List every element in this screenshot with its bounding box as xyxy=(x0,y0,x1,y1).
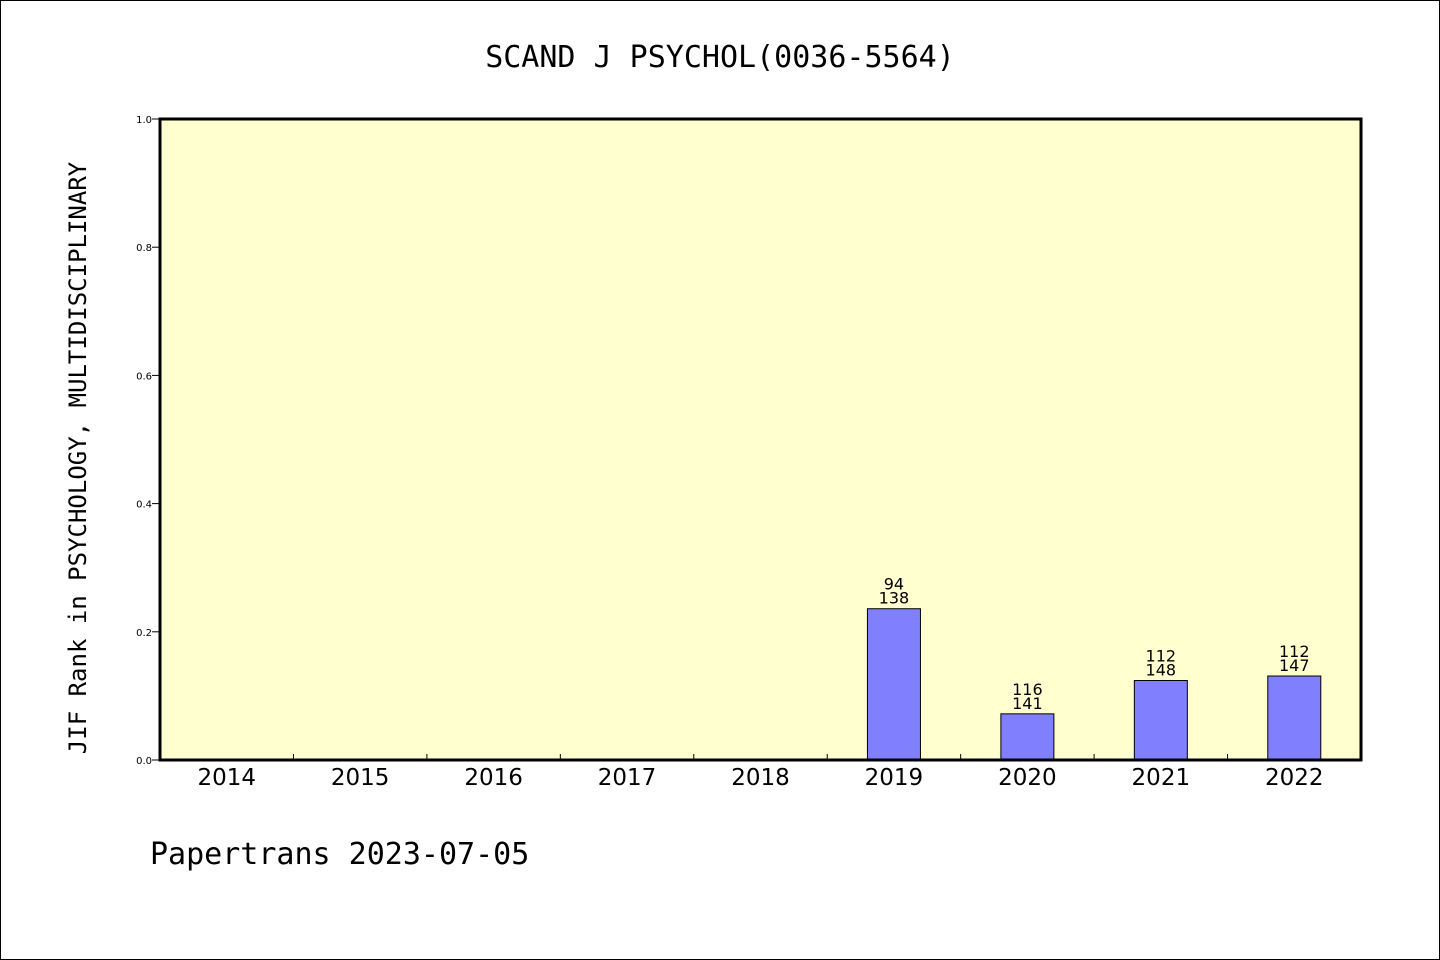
x-tick-label: 2018 xyxy=(731,765,790,791)
bar-rank-label: 94 xyxy=(884,575,904,594)
x-tick-label: 2016 xyxy=(464,765,523,791)
bar-total-label: 148 xyxy=(1146,661,1177,680)
y-tick-label: 0.4 xyxy=(136,500,152,511)
y-tick-label: 1.0 xyxy=(136,115,152,126)
x-tick-label: 2015 xyxy=(331,765,390,791)
bar-total-label: 141 xyxy=(1012,694,1043,713)
x-tick-label: 2022 xyxy=(1265,765,1324,791)
y-tick-label: 0.6 xyxy=(136,371,152,382)
x-tick-label: 2017 xyxy=(598,765,657,791)
x-tick-label: 2014 xyxy=(197,765,256,791)
y-tick-label: 0.2 xyxy=(136,628,152,639)
plot-border xyxy=(158,117,1363,762)
y-tick-label: 0.8 xyxy=(136,243,152,254)
y-axis-ticks: 0.0 0.2 0.4 0.6 0.8 1.0 xyxy=(136,115,160,767)
bar-rank-label: 112 xyxy=(1279,642,1310,661)
bar-rank-label: 112 xyxy=(1146,647,1177,666)
x-tick-label: 2021 xyxy=(1132,765,1191,791)
bar-2021 xyxy=(1133,680,1188,761)
x-tick-label: 2019 xyxy=(865,765,924,791)
footer-text: Papertrans 2023-07-05 xyxy=(150,837,529,872)
x-tick-label: 2020 xyxy=(998,765,1057,791)
x-axis-ticks: 2014 2015 2016 2017 2018 2019 2020 2021 2022 xyxy=(197,754,1324,791)
y-axis-label: JIF Rank in PSYCHOLOGY, MULTIDISCIPLINAR… xyxy=(64,161,92,754)
bar-rank-label: 116 xyxy=(1012,680,1043,699)
y-tick-label: 0.0 xyxy=(136,756,152,767)
bar-total-label: 147 xyxy=(1279,656,1310,675)
plot-area xyxy=(160,119,1361,760)
bar-2020 xyxy=(1000,713,1055,761)
bar-total-label: 138 xyxy=(879,589,910,608)
chart-title: SCAND J PSYCHOL(0036-5564) xyxy=(485,40,955,75)
bar-2019 xyxy=(866,608,921,761)
bar-2022 xyxy=(1267,675,1322,761)
